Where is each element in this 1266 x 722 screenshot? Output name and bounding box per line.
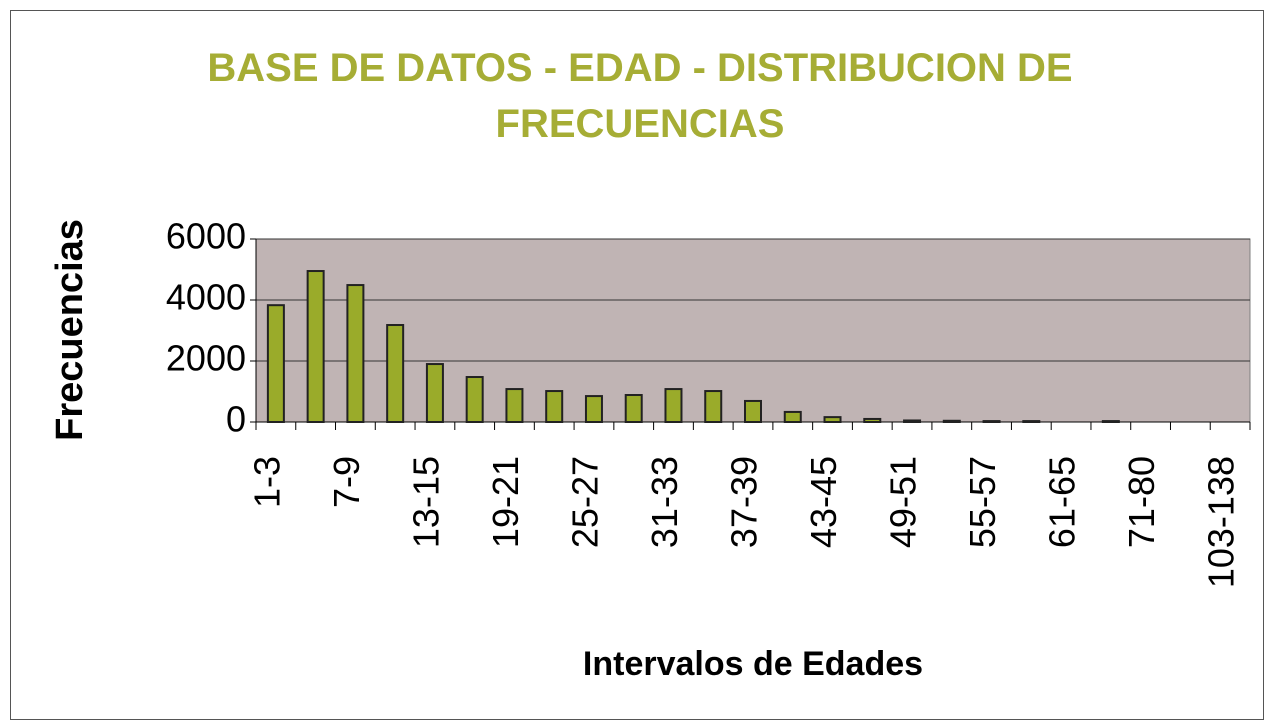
bar bbox=[863, 417, 882, 424]
chart-frame bbox=[10, 10, 1264, 720]
bar bbox=[425, 363, 444, 423]
y-tick-label: 2000 bbox=[166, 338, 246, 379]
x-tick-label: 103-138 bbox=[1201, 456, 1242, 588]
bar bbox=[346, 284, 365, 423]
bar bbox=[664, 388, 683, 423]
y-tick-label: 0 bbox=[226, 399, 246, 440]
x-tick-label: 61-65 bbox=[1042, 456, 1083, 548]
x-tick-label: 25-27 bbox=[564, 456, 605, 548]
bar bbox=[942, 419, 961, 423]
bar bbox=[465, 376, 484, 424]
bar bbox=[1022, 420, 1041, 423]
bar bbox=[386, 324, 405, 424]
y-axis-title: Frecuencias bbox=[49, 219, 91, 441]
x-tick-label: 13-15 bbox=[405, 456, 446, 548]
bar bbox=[624, 394, 643, 424]
x-axis-title: Intervalos de Edades bbox=[583, 645, 923, 683]
x-tick-label: 1-3 bbox=[246, 456, 287, 508]
bar bbox=[1101, 420, 1120, 423]
bar bbox=[982, 420, 1001, 423]
bar bbox=[903, 419, 922, 424]
x-tick-label: 55-57 bbox=[962, 456, 1003, 548]
bar bbox=[266, 304, 285, 423]
bar bbox=[584, 395, 603, 424]
x-tick-label: 37-39 bbox=[724, 456, 765, 548]
bar bbox=[823, 416, 842, 423]
bar bbox=[744, 399, 762, 423]
x-tick-label: 43-45 bbox=[803, 456, 844, 548]
chart-title: BASE DE DATOS - EDAD - DISTRIBUCION DE F… bbox=[207, 46, 1073, 146]
bar bbox=[545, 390, 564, 424]
plot-area bbox=[255, 238, 1251, 423]
bar bbox=[505, 388, 524, 423]
x-tick-label: 49-51 bbox=[883, 456, 924, 548]
x-tick-label: 71-80 bbox=[1121, 456, 1162, 548]
bar bbox=[704, 390, 723, 424]
x-tick-label: 31-33 bbox=[644, 456, 685, 548]
x-tick-label: 19-21 bbox=[485, 456, 526, 548]
x-tick-label: 7-9 bbox=[326, 456, 367, 508]
bar bbox=[306, 270, 325, 423]
y-tick-label: 4000 bbox=[166, 277, 246, 318]
bar bbox=[783, 410, 802, 423]
y-tick-label: 6000 bbox=[166, 216, 246, 257]
